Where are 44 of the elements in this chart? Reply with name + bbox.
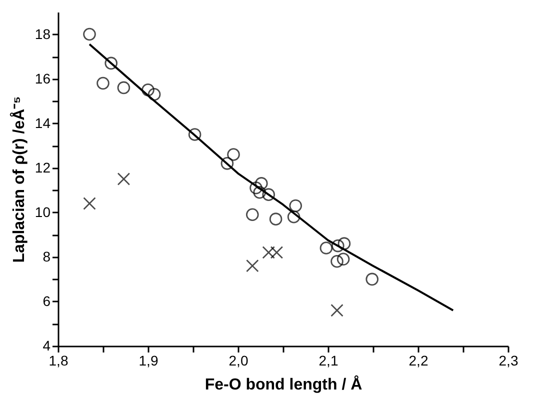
point bbox=[338, 237, 351, 250]
point bbox=[148, 88, 161, 101]
point bbox=[262, 188, 275, 201]
point bbox=[332, 239, 344, 252]
x-tick-label: 1,8 bbox=[48, 352, 68, 368]
point bbox=[320, 242, 333, 254]
point bbox=[250, 182, 262, 194]
line-series bbox=[88, 43, 454, 312]
point bbox=[330, 254, 344, 268]
point bbox=[330, 304, 344, 317]
point bbox=[253, 186, 266, 199]
x-tick-label: 2,0 bbox=[228, 352, 248, 368]
y-tick-label: 14 bbox=[34, 114, 51, 131]
point bbox=[96, 76, 110, 90]
point bbox=[289, 199, 302, 212]
x-tick-label: 2,2 bbox=[408, 352, 428, 368]
y-tick-label: 8 bbox=[42, 248, 51, 264]
point bbox=[287, 210, 300, 224]
y-tick-label: 16 bbox=[34, 70, 51, 86]
point bbox=[336, 252, 350, 266]
point bbox=[246, 259, 259, 272]
y-tick-label: 10 bbox=[34, 204, 51, 220]
point bbox=[104, 56, 118, 70]
x-tick-label: 2,3 bbox=[498, 352, 518, 368]
point bbox=[188, 128, 202, 141]
y-axis-title: Laplacian of ρ(r) /eÅ⁻⁵ bbox=[8, 96, 28, 263]
point bbox=[227, 148, 240, 161]
point bbox=[117, 172, 130, 186]
point bbox=[246, 208, 259, 222]
y-tick-label: 4 bbox=[42, 338, 51, 354]
y-tick-label: 6 bbox=[42, 292, 51, 309]
x-tick-label: 1,9 bbox=[138, 352, 158, 368]
point bbox=[117, 81, 130, 94]
point bbox=[142, 84, 154, 96]
point bbox=[83, 197, 96, 210]
x-axis-title: Fe-O bond length / Å bbox=[204, 374, 363, 394]
point bbox=[255, 177, 268, 190]
y-tick-label: 12 bbox=[34, 159, 51, 176]
point bbox=[366, 272, 378, 286]
y-tick-label: 18 bbox=[34, 26, 51, 42]
point bbox=[220, 157, 234, 170]
point bbox=[269, 212, 282, 226]
x-tick-label: 2,1 bbox=[318, 352, 338, 368]
point bbox=[83, 28, 96, 41]
